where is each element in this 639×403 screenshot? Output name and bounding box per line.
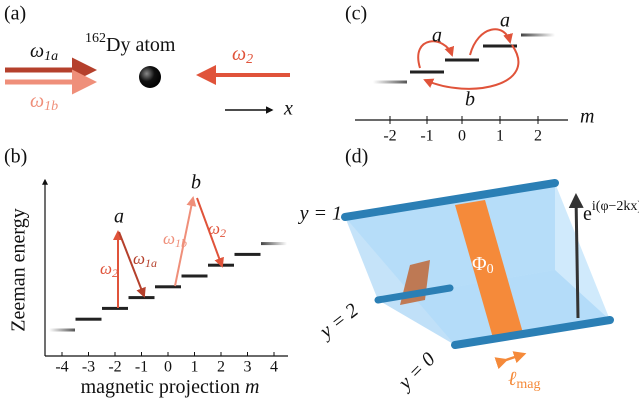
beam-label: ω1b	[30, 90, 58, 115]
subscript: mag	[516, 377, 540, 392]
symbol: ω	[30, 40, 44, 62]
subscript: 0	[487, 262, 494, 277]
subscript: 2	[112, 266, 118, 280]
level	[261, 242, 287, 245]
level	[49, 329, 75, 332]
subscript: 1a	[44, 49, 58, 64]
symbol: ω	[163, 229, 175, 248]
phase-arrow	[576, 196, 578, 318]
level	[521, 34, 555, 37]
hop-label: b	[465, 89, 475, 111]
subscript: 1b	[44, 99, 58, 114]
tick-label: 0	[458, 128, 466, 145]
tick-label: 3	[244, 359, 252, 376]
axis-title: magnetic projection m	[81, 376, 260, 398]
axis-text: magnetic projection	[81, 376, 245, 398]
tick-label: 0	[164, 359, 172, 376]
symbol: ω	[30, 90, 44, 112]
phase-label: ei(φ−2kx)	[583, 199, 639, 224]
level	[76, 318, 102, 321]
symbol: Φ	[472, 253, 487, 275]
axis-label: x	[283, 98, 293, 120]
subscript: 2	[246, 52, 253, 67]
level	[235, 253, 261, 256]
symbol: ω	[232, 43, 246, 65]
hop-label: a	[432, 25, 442, 47]
tick-label: 1	[191, 359, 199, 376]
level	[182, 275, 208, 278]
subscript: 1b	[175, 236, 187, 250]
transition-label: ω1a	[133, 249, 157, 270]
symbol: ω	[100, 259, 112, 278]
state-label: b	[191, 172, 201, 194]
level	[155, 285, 181, 288]
base: e	[583, 203, 592, 225]
tick-label: -1	[420, 128, 433, 145]
atom: Dy atom	[106, 34, 176, 56]
atom	[139, 66, 161, 88]
level	[445, 59, 479, 62]
levels	[373, 34, 555, 84]
subscript: 2	[220, 226, 226, 240]
exponent: i(φ−2kx)	[592, 199, 639, 214]
level	[129, 296, 155, 299]
tick-label: 2	[534, 128, 542, 145]
axis-var: m	[245, 376, 259, 398]
length-arrow	[506, 354, 524, 360]
tick-label: -4	[55, 359, 68, 376]
tick-label: -2	[383, 128, 396, 145]
figure: (a) ω1a ω1b 162Dy atom ω2 x (c) a a b m …	[0, 0, 639, 403]
hop-arrow	[470, 29, 510, 55]
transition-label: ω1b	[163, 229, 187, 250]
transition-label: ω2	[208, 219, 226, 240]
leg-label: y = 0	[393, 348, 440, 395]
panel-label: (d)	[345, 146, 368, 168]
axis-label: m	[580, 106, 594, 128]
tick-label: -1	[135, 359, 148, 376]
levels	[49, 242, 287, 331]
tick-label: 1	[496, 128, 504, 145]
leg-label: y = 1	[298, 203, 342, 225]
beam-label: ω2	[232, 43, 253, 68]
transition-label: ω2	[100, 259, 118, 280]
hop-label: a	[500, 10, 510, 32]
tick-label: 2	[217, 359, 225, 376]
symbol: ω	[208, 219, 220, 238]
panel-label: (c)	[345, 3, 367, 25]
level	[410, 71, 444, 74]
length-label: ℓmag	[508, 368, 540, 393]
state-label: a	[114, 206, 124, 228]
tick-label: 4	[270, 359, 278, 376]
atom-label: 162Dy atom	[85, 31, 176, 55]
isotope: 162	[85, 31, 106, 46]
panel-label: (b)	[4, 146, 27, 168]
subscript: 1a	[145, 256, 157, 270]
level	[102, 307, 128, 310]
leg-label: y = 2	[314, 299, 363, 344]
axis-title: Zeeman energy	[8, 208, 30, 331]
tick-label: -2	[108, 359, 121, 376]
symbol: ω	[133, 249, 145, 268]
panel-label: (a)	[4, 3, 26, 25]
tick-label: -3	[82, 359, 95, 376]
beam-label: ω1a	[30, 40, 58, 65]
level	[373, 81, 407, 84]
